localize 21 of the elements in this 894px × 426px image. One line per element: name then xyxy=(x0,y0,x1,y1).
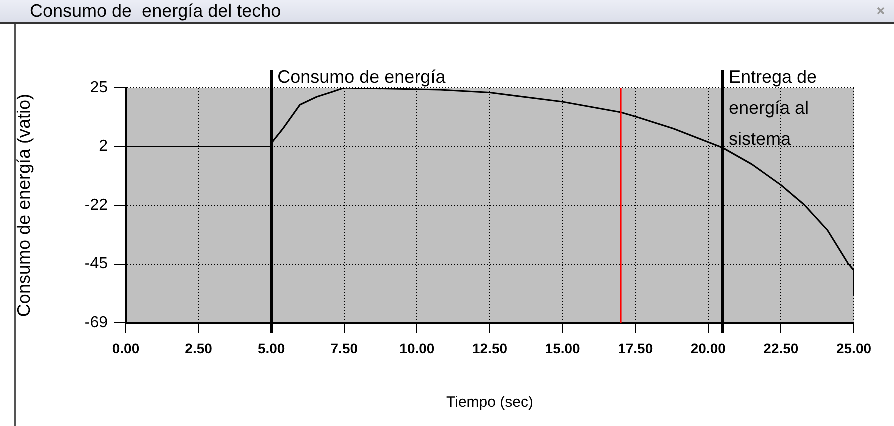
x-tick-label: 20.00 xyxy=(690,340,726,356)
x-tick-label: 10.00 xyxy=(400,340,435,356)
x-tick-label: 17.50 xyxy=(618,340,654,356)
y-tick-label: 25 xyxy=(90,79,108,96)
x-tick-label: 22.50 xyxy=(764,340,799,356)
chart-title: Consumo de energía del techo xyxy=(30,0,282,22)
x-tick-label: 12.50 xyxy=(472,340,508,356)
x-tick-label: 0.00 xyxy=(112,340,140,356)
ref-line-label: Consumo de energía xyxy=(278,66,447,87)
y-tick-label: -22 xyxy=(84,196,108,214)
x-tick-label: 5.00 xyxy=(258,340,286,356)
y-tick-label: -69 xyxy=(84,314,108,332)
x-tick-label: 7.50 xyxy=(330,340,358,356)
x-tick-label: 2.50 xyxy=(185,340,213,356)
x-axis-title: Tiempo (sec) xyxy=(446,394,534,412)
x-tick-label: 15.00 xyxy=(545,340,581,356)
y-tick-label: -45 xyxy=(84,256,108,273)
y-tick-label: 2 xyxy=(99,138,108,156)
ref-line-label: Entrega de energía al sistema xyxy=(728,66,818,149)
y-axis-title: Consumo de energía (vatio) xyxy=(14,94,34,318)
x-tick-label: 25.00 xyxy=(836,340,872,356)
